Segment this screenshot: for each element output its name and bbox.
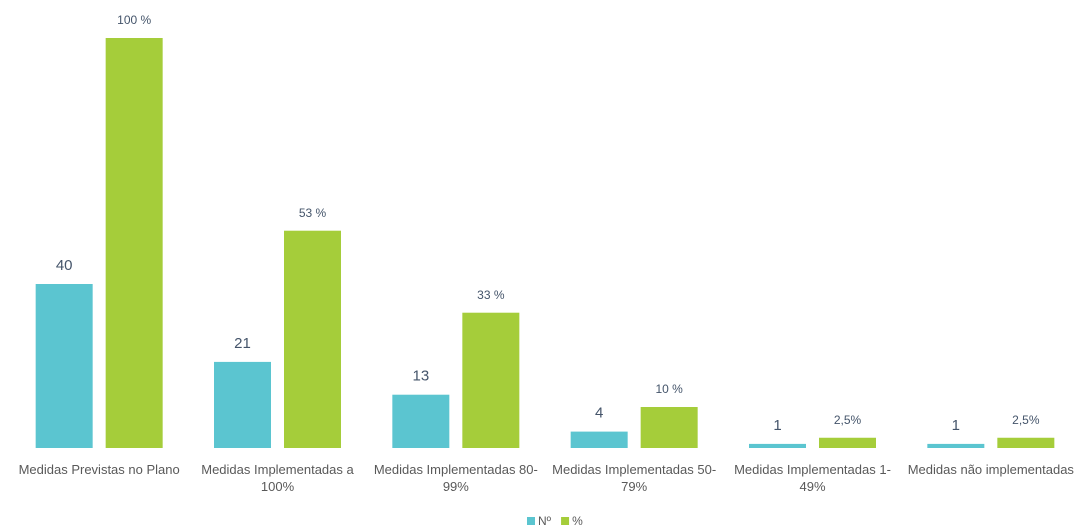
legend-label: Nº <box>538 514 552 528</box>
data-label: 13 <box>412 368 429 385</box>
data-label: 1 <box>773 417 781 434</box>
bar <box>105 38 163 448</box>
data-label: 33 % <box>477 288 505 302</box>
x-tick-label: Medidas Implementadas 1-49% <box>734 462 891 494</box>
bar <box>214 361 271 448</box>
legend-label: % <box>572 514 583 528</box>
x-tick-label: Medidas Implementadas a 100% <box>201 462 354 494</box>
bar <box>997 437 1055 448</box>
bar <box>819 437 876 448</box>
data-label: 100 % <box>117 13 151 27</box>
legend-swatch <box>561 517 570 525</box>
bar <box>462 312 520 448</box>
bar <box>749 443 806 448</box>
bar <box>35 284 93 448</box>
x-tick-label: Medidas Implementadas 80-99% <box>373 462 538 494</box>
data-label: 1 <box>952 417 960 434</box>
data-label: 21 <box>234 335 251 352</box>
data-label: 2,5% <box>834 413 862 427</box>
bar <box>927 443 985 448</box>
data-label: 40 <box>56 257 73 274</box>
data-label: 53 % <box>299 206 327 220</box>
x-tick-label: Medidas Previstas no Plano <box>18 462 180 477</box>
bar <box>640 407 698 448</box>
bar <box>284 230 341 448</box>
data-label: 10 % <box>655 382 683 396</box>
bar <box>392 394 450 448</box>
bar <box>570 431 628 448</box>
legend-swatch <box>527 517 535 525</box>
data-label: 2,5% <box>1012 413 1040 427</box>
x-tick-label: Medidas não implementadas <box>907 462 1074 477</box>
x-tick-label: Medidas Implementadas 50-79% <box>552 462 717 494</box>
data-label: 4 <box>595 405 603 422</box>
